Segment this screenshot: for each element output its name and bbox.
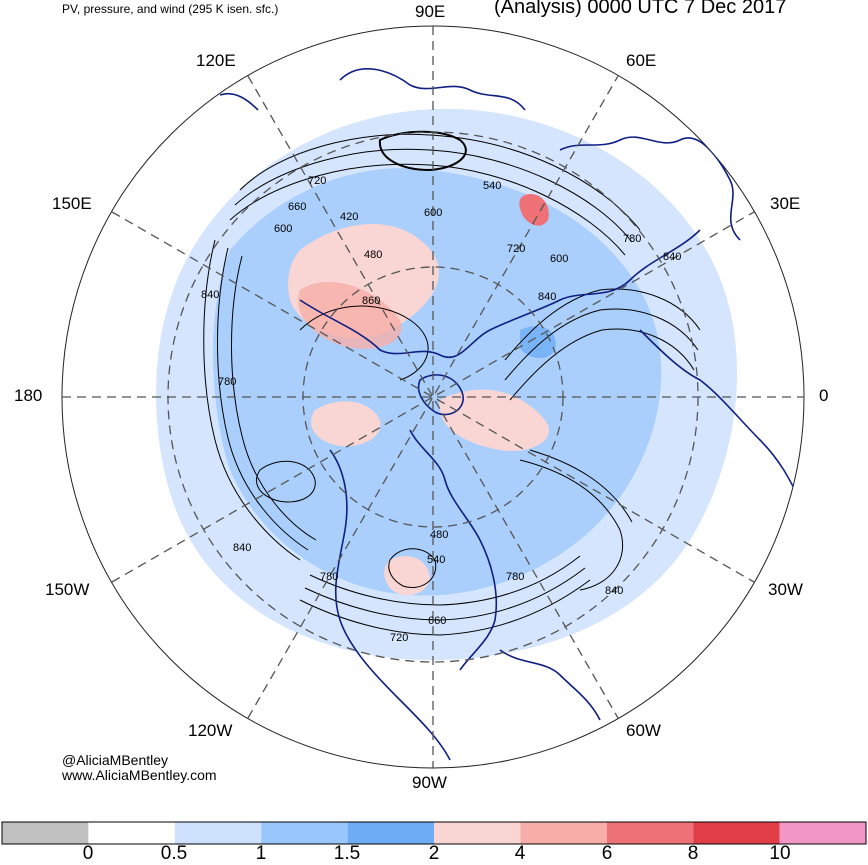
colorbar-swatch [520,822,607,844]
contour-label: 540 [483,180,501,192]
colorbar-frame [1,821,867,845]
contour-label: 720 [308,175,326,187]
lon-label-150e: 150E [52,194,92,213]
contour-label: 860 [362,295,380,307]
pressure-contour [256,460,316,503]
contour-label: 780 [320,571,338,583]
pv-shading-red-europe [519,194,549,226]
lon-label-60w: 60W [626,721,661,740]
contour-label: 660 [288,201,306,213]
contour-label: 600 [424,207,442,219]
credit-website: www.AliciaMBentley.com [62,767,217,783]
contour-label: 600 [274,223,292,235]
contour-label: 600 [550,253,568,265]
lon-label-90w: 90W [412,773,447,792]
coastline-scandinavia [559,136,741,241]
contour-label: 780 [218,376,236,388]
colorbar-swatch [606,822,694,844]
meridian-120w-60e [247,75,619,719]
colorbar-swatch [347,822,434,844]
colorbar-swatch [434,822,521,844]
pressure-contour [234,148,633,243]
coastline-north-america-west [329,449,451,761]
contour-label: 840 [663,251,681,263]
pv-shading-layer [156,108,738,661]
lon-label-120e: 120E [196,51,236,70]
colorbar [1,821,867,845]
pv-shading-pink-pacific [311,401,381,447]
contour-label: 540 [427,554,445,566]
coastlines [219,68,801,761]
pressure-contour [231,255,317,541]
colorbar-tick-label: 6 [601,843,613,864]
contour-label: 780 [506,571,524,583]
coastline-africa-north [639,329,801,501]
analysis-time-title: (Analysis) 0000 UTC 7 Dec 2017 [494,0,787,18]
lon-label-180: 180 [14,386,43,405]
pressure-contour [229,163,626,256]
colorbar-tick-label: 1.5 [333,843,361,864]
colorbar-swatch [88,822,175,844]
colorbar-tick-label: 1 [255,843,267,864]
contour-label: 840 [538,291,556,303]
colorbar-swatch [779,822,866,844]
pressure-contour [519,459,624,591]
contour-label: 720 [390,632,408,644]
contour-label: 720 [507,243,525,255]
colorbar-tick-label: 8 [687,843,699,864]
colorbar-tick-label: 4 [514,843,526,864]
colorbar-tick-label: 0 [82,843,94,864]
pressure-contour [203,239,301,561]
pressure-contour [504,288,701,361]
colorbar-swatch [693,822,780,844]
coastline-indonesia [219,92,259,111]
pv-shading-pink-america [384,556,430,596]
coastline-caribbean [499,649,601,721]
contour-label: 780 [623,233,641,245]
lon-label-150w: 150W [45,580,90,599]
meridian-150e-30w [111,211,755,583]
lon-label-30w: 30W [768,580,803,599]
colorbar-tick-label: 10 [769,843,791,864]
coastline-south-asia [339,68,526,111]
coastline-eurasia-arctic [299,229,701,358]
contour-label: 840 [605,585,623,597]
contour-label: 480 [430,529,448,541]
pv-shading-pink-arctic [439,389,549,451]
product-description: PV, pressure, and wind (295 K isen. sfc.… [62,2,279,16]
colorbar-swatch [2,822,89,844]
contour-label: 840 [201,289,219,301]
pressure-contour [239,133,641,231]
pressure-contour [529,449,633,523]
colorbar-swatch [174,822,262,844]
lon-label-60e: 60E [626,51,657,70]
pressure-contour [217,247,309,551]
meridian-150w-30e [111,211,755,583]
pressure-contour [304,567,586,621]
pressure-contour [299,305,429,381]
lon-label-0: 0 [819,386,829,405]
coastline-north-america-east [409,429,498,671]
lon-label-120w: 120W [188,721,233,740]
pressure-contour [509,328,695,401]
contour-label: 840 [233,542,251,554]
contour-label: 480 [364,249,382,261]
credit-twitter-handle: @AliciaMBentley [62,752,169,768]
contour-label-group: 720 660 600 420 480 840 860 780 600 720 … [201,175,681,644]
pressure-contours [203,130,701,636]
colorbar-tick-label: 0.5 [160,843,188,864]
colorbar-swatch [261,822,348,844]
lon-label-90e: 90E [415,2,446,21]
pressure-contour [309,555,581,606]
lat-lon-grid [62,26,804,768]
colorbar-tick-label: 2 [428,843,440,864]
pressure-contour [504,308,699,381]
contour-label: 660 [428,615,446,627]
pressure-contour [388,548,437,588]
contour-label: 420 [340,211,358,223]
lon-label-30e: 30E [770,194,801,213]
meridian-120e-60w [247,75,619,719]
